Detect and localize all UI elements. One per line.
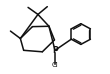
Text: P: P: [52, 46, 58, 55]
Text: Cl: Cl: [52, 62, 58, 68]
